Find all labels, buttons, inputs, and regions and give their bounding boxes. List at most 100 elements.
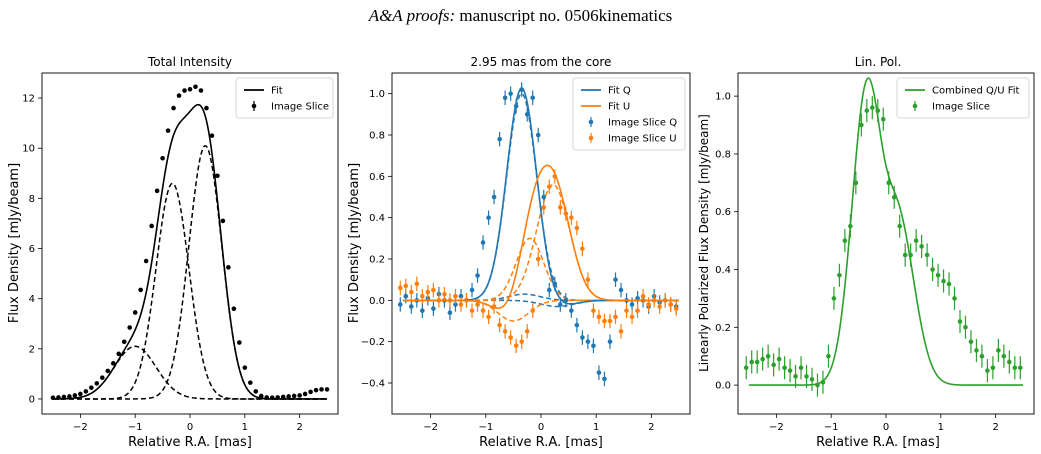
chart-title: 2.95 mas from the core bbox=[471, 55, 612, 69]
legend-point-marker bbox=[588, 119, 594, 125]
x-tick-label: 1 bbox=[593, 422, 599, 433]
data-point bbox=[226, 265, 231, 270]
data-point bbox=[247, 380, 253, 385]
q-data-point bbox=[397, 302, 403, 307]
data-point bbox=[280, 394, 286, 400]
data-point bbox=[946, 281, 952, 287]
y-tick-label: 0.8 bbox=[715, 149, 731, 160]
data-point bbox=[848, 223, 853, 229]
data-point bbox=[793, 374, 798, 379]
u-data-point bbox=[486, 314, 491, 320]
data-point bbox=[297, 393, 302, 398]
data-point bbox=[324, 387, 330, 392]
u-data-point bbox=[480, 308, 486, 313]
q-data-point bbox=[502, 95, 508, 101]
data-point bbox=[291, 393, 297, 399]
legend-point-marker bbox=[251, 103, 257, 109]
q-data-point bbox=[585, 339, 591, 344]
panel-q-u-slice: 2.95 mas from the core Relative R.A. [ma… bbox=[347, 55, 691, 450]
data-point bbox=[902, 252, 908, 258]
data-point bbox=[204, 105, 209, 111]
x-tick-label: −2 bbox=[73, 422, 88, 433]
data-point bbox=[209, 133, 215, 138]
data-point bbox=[193, 84, 198, 90]
chart-title: Lin. Pol. bbox=[855, 55, 902, 69]
u-data-point bbox=[635, 308, 640, 313]
page-header: A&A proofs: manuscript no. 0506kinematic… bbox=[0, 6, 1041, 26]
data-point bbox=[990, 365, 996, 371]
q-data-point bbox=[618, 287, 624, 293]
data-point bbox=[776, 356, 782, 362]
u-data-point bbox=[602, 318, 607, 324]
x-tick-label: 2 bbox=[648, 422, 654, 433]
data-point bbox=[1017, 365, 1023, 371]
data-point bbox=[61, 394, 67, 400]
data-point bbox=[198, 88, 204, 93]
data-point bbox=[869, 105, 875, 110]
x-tick-label: −1 bbox=[478, 422, 493, 433]
data-point bbox=[116, 351, 122, 357]
data-point bbox=[963, 325, 968, 330]
data-point bbox=[760, 356, 765, 362]
data-point bbox=[83, 389, 89, 394]
chart-title: Total Intensity bbox=[147, 55, 232, 69]
legend-label: Image Slice Q bbox=[608, 118, 677, 129]
data-point bbox=[121, 339, 127, 345]
data-point bbox=[968, 339, 974, 345]
data-point bbox=[919, 244, 924, 249]
panel-lin-pol: Lin. Pol. Relative R.A. [mas] Linearly P… bbox=[697, 55, 1035, 450]
data-point bbox=[1012, 365, 1018, 371]
u-data-point bbox=[530, 308, 536, 313]
u-data-point bbox=[431, 287, 436, 293]
plot-frame bbox=[737, 72, 1035, 415]
data-point bbox=[771, 362, 776, 368]
y-axis-label: Flux Density [mJy/beam] bbox=[7, 163, 22, 323]
x-tick-label: 2 bbox=[296, 422, 302, 433]
data-point bbox=[935, 272, 941, 278]
data-point bbox=[815, 382, 820, 388]
legend-label: Fit bbox=[271, 86, 283, 97]
u-data-point bbox=[513, 343, 519, 349]
q-data-point bbox=[508, 91, 513, 96]
panel-total-intensity: Total Intensity Relative R.A. [mas] Flux… bbox=[7, 55, 339, 450]
data-point bbox=[831, 296, 837, 301]
legend-box bbox=[896, 77, 1030, 119]
q-data-point bbox=[558, 302, 563, 307]
x-axis-label: Relative R.A. [mas] bbox=[816, 435, 940, 450]
data-point bbox=[820, 379, 826, 385]
y-axis-label: Linearly Polarized Flux Density [mJy/bea… bbox=[697, 114, 711, 372]
data-point bbox=[996, 348, 1001, 353]
legend-label: Fit U bbox=[608, 102, 630, 113]
data-point bbox=[143, 258, 149, 264]
data-point bbox=[875, 108, 881, 113]
u-data-point bbox=[397, 285, 403, 291]
fit-line bbox=[52, 103, 328, 400]
legend-box bbox=[572, 77, 686, 151]
u-component-curve bbox=[403, 183, 679, 302]
q-data-point bbox=[458, 293, 464, 299]
u-data-point bbox=[624, 308, 629, 313]
u-data-point bbox=[453, 293, 458, 299]
x-tick-label: −2 bbox=[769, 422, 784, 433]
data-point bbox=[182, 88, 187, 93]
data-point bbox=[765, 353, 771, 359]
u-data-point bbox=[508, 335, 513, 340]
y-tick-label: 0.4 bbox=[715, 265, 731, 276]
data-point bbox=[50, 395, 56, 401]
u-data-point bbox=[524, 329, 530, 334]
q-data-point bbox=[409, 304, 414, 309]
x-tick-label: 2 bbox=[992, 422, 998, 433]
y-tick-label: 0 bbox=[29, 394, 35, 405]
data-point bbox=[127, 325, 133, 330]
y-tick-label: 0.2 bbox=[715, 323, 731, 334]
data-point bbox=[269, 395, 275, 401]
data-point bbox=[264, 395, 270, 400]
data-point bbox=[94, 381, 100, 386]
data-point bbox=[908, 252, 913, 258]
data-point bbox=[89, 385, 94, 390]
x-axis-label: Relative R.A. [mas] bbox=[479, 435, 603, 450]
plot-frame bbox=[41, 72, 339, 415]
q-data-point bbox=[574, 322, 580, 328]
data-point bbox=[804, 374, 809, 379]
